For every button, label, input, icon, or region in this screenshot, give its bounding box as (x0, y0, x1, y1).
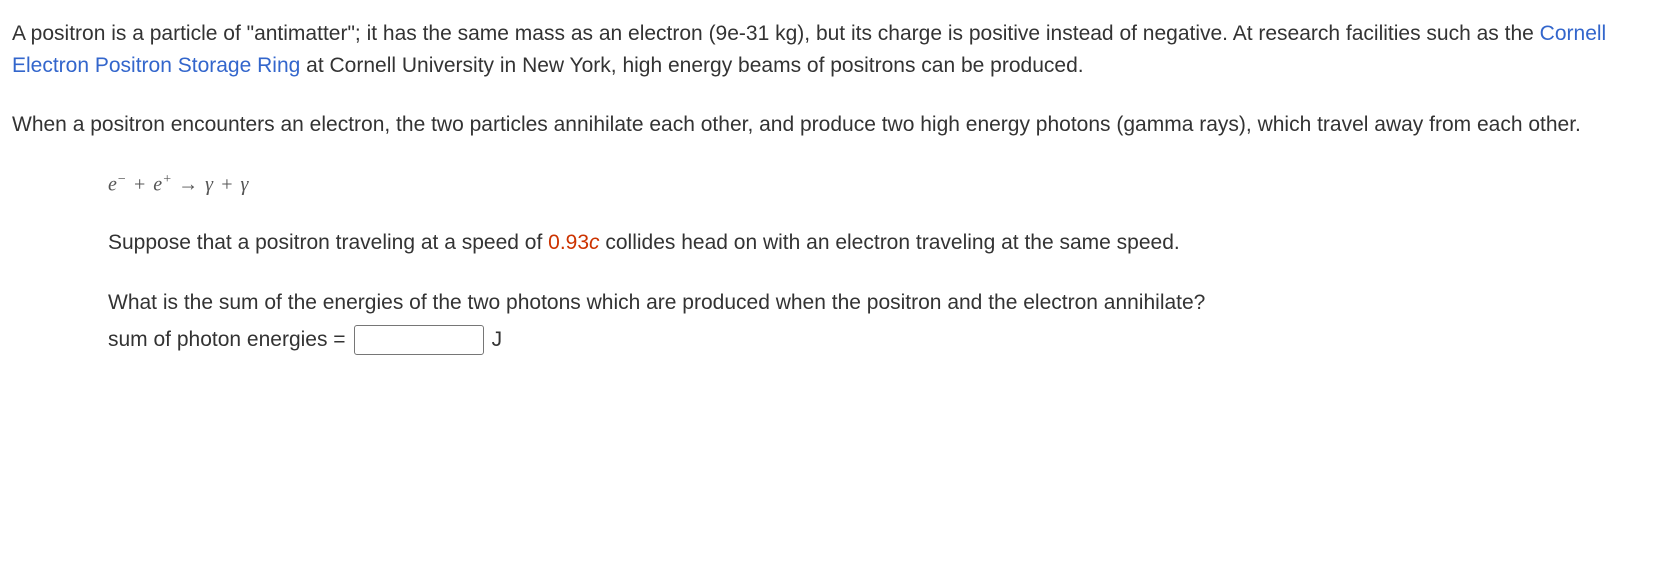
suppose-paragraph: Suppose that a positron traveling at a s… (108, 227, 1658, 259)
annihilate-paragraph: When a positron encounters an electron, … (12, 109, 1658, 141)
intro-text-after: at Cornell University in New York, high … (300, 54, 1083, 77)
eq-arrow: → (172, 173, 205, 195)
eq-e1: e (108, 173, 118, 195)
annihilate-text: When a positron encounters an electron, … (12, 113, 1581, 136)
reaction-equation: e− + e+ → γ + γ (108, 169, 1658, 200)
answer-input[interactable] (354, 325, 484, 355)
answer-line: sum of photon energies = J (108, 324, 1658, 356)
question-paragraph: What is the sum of the energies of the t… (108, 287, 1658, 319)
question-text: What is the sum of the energies of the t… (108, 291, 1205, 314)
speed-value: 0.93 (548, 231, 589, 254)
intro-text-before: A positron is a particle of "antimatter"… (12, 22, 1540, 45)
eq-plus2: + (214, 173, 241, 195)
suppose-after: collides head on with an electron travel… (600, 231, 1180, 254)
eq-e2: e (153, 173, 163, 195)
suppose-before: Suppose that a positron traveling at a s… (108, 231, 548, 254)
eq-sup-minus: − (118, 172, 127, 187)
answer-label: sum of photon energies = (108, 324, 346, 356)
eq-plus1: + (127, 173, 154, 195)
eq-gamma2: γ (240, 173, 249, 195)
speed-unit: c (589, 231, 600, 254)
intro-paragraph: A positron is a particle of "antimatter"… (12, 18, 1658, 81)
eq-gamma1: γ (205, 173, 214, 195)
answer-unit: J (492, 324, 503, 356)
eq-sup-plus: + (163, 172, 172, 187)
